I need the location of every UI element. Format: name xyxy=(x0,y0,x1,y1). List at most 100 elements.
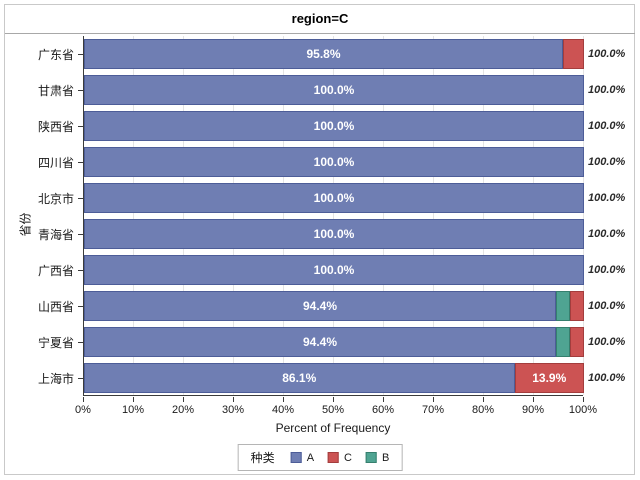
legend-item-label: B xyxy=(381,451,390,464)
y-category-text: 广东省 xyxy=(37,47,74,62)
bar-row: 86.1% 13.9% xyxy=(84,363,584,393)
bar-segment-C: 13.9% xyxy=(514,363,584,393)
total-labels: 100.0% 100.0% 100.0% 100.0% 100.0% 100.0% 100.… xyxy=(588,36,634,396)
x-tick-label: 20% xyxy=(171,404,195,416)
bar-segment-label: 100.0% xyxy=(313,155,355,169)
x-tick-label: 30% xyxy=(221,404,245,416)
bar-row: 94.4% xyxy=(84,327,584,357)
legend-item-B: B xyxy=(365,451,390,464)
y-category-text: 陕西省 xyxy=(37,119,74,134)
bar-segment-A: 94.4% xyxy=(84,291,556,321)
legend-swatch-B xyxy=(365,452,377,463)
bar-segment-A: 100.0% xyxy=(84,219,584,249)
x-tick-label: 90% xyxy=(521,404,545,416)
y-axis-tick xyxy=(78,377,83,379)
gridline xyxy=(133,36,134,395)
bar-segment-C xyxy=(570,291,584,321)
y-category-text: 四川省 xyxy=(37,155,74,170)
y-axis-tick xyxy=(78,125,83,127)
y-category-text: 上海市 xyxy=(37,371,74,386)
total-label: 100.0% xyxy=(588,120,626,132)
bar-row: 100.0% xyxy=(84,255,584,285)
y-axis-tick xyxy=(78,305,83,307)
y-category-label: 上海市 xyxy=(9,360,83,396)
bar-segment-label: 100.0% xyxy=(313,83,355,97)
gridline xyxy=(583,36,584,395)
y-category-label: 青海省 xyxy=(9,216,83,252)
x-axis-tick xyxy=(583,397,584,402)
y-category-text: 甘肃省 xyxy=(37,83,74,98)
legend-swatch-A xyxy=(290,452,302,463)
bar-segment-label: 95.8% xyxy=(306,47,341,61)
bar-segment-label: 86.1% xyxy=(282,371,317,385)
x-tick-label: 40% xyxy=(271,404,295,416)
x-tick-label: 10% xyxy=(121,404,145,416)
y-category-label: 广东省 xyxy=(9,36,83,72)
bar-segment-label: 100.0% xyxy=(313,227,355,241)
total-label: 100.0% xyxy=(588,336,626,348)
bar-row: 94.4% xyxy=(84,291,584,321)
x-axis-tick xyxy=(433,397,434,402)
x-axis-tick xyxy=(533,397,534,402)
gridline xyxy=(533,36,534,395)
bar-segment-A: 86.1% xyxy=(84,363,515,393)
legend-item-label: A xyxy=(306,451,315,464)
total-label: 100.0% xyxy=(588,48,626,60)
y-axis-tick xyxy=(78,233,83,235)
total-label: 100.0% xyxy=(588,192,626,204)
x-tick-label: 100% xyxy=(568,404,598,416)
y-category-label: 北京市 xyxy=(9,180,83,216)
y-axis-labels: 广东省甘肃省陕西省四川省北京市 青海省广西省山西省宁夏省上海市 xyxy=(9,36,83,396)
x-axis-tick xyxy=(483,397,484,402)
y-category-label: 广西省 xyxy=(9,252,83,288)
bar-segment-label: 100.0% xyxy=(313,119,355,133)
total-label: 100.0% xyxy=(588,156,626,168)
bar-row: 100.0% xyxy=(84,219,584,249)
y-category-label: 山西省 xyxy=(9,288,83,324)
y-category-label: 甘肃省 xyxy=(9,72,83,108)
y-category-label: 陕西省 xyxy=(9,108,83,144)
total-label: 100.0% xyxy=(588,372,626,384)
y-axis-tick xyxy=(78,197,83,199)
x-axis-tick xyxy=(383,397,384,402)
bar-row: 95.8% xyxy=(84,39,584,69)
bar-segment-C xyxy=(570,327,584,357)
x-axis-tick xyxy=(133,397,134,402)
chart-title: region=C xyxy=(291,11,349,26)
legend-item-A: A xyxy=(290,451,315,464)
bar-segment-A: 100.0% xyxy=(84,183,584,213)
x-tick-label: 0% xyxy=(75,404,91,416)
bar-segment-C xyxy=(563,39,584,69)
title-separator xyxy=(5,33,635,34)
y-category-label: 四川省 xyxy=(9,144,83,180)
total-label: 100.0% xyxy=(588,300,626,312)
y-axis-tick xyxy=(78,53,83,55)
x-axis-tick xyxy=(83,397,84,402)
gridline xyxy=(483,36,484,395)
gridline xyxy=(433,36,434,395)
x-axis-tick xyxy=(183,397,184,402)
legend-item-C: C xyxy=(328,452,352,464)
bar-segment-A: 95.8% xyxy=(84,39,563,69)
bar-segment-A: 100.0% xyxy=(84,75,584,105)
gridline xyxy=(233,36,234,395)
y-category-text: 广西省 xyxy=(37,263,74,278)
bar-row: 100.0% xyxy=(84,75,584,105)
x-tick-labels: 0% 10% 20% 30% 40% 50% 60% 70% 80% 90% 100% xyxy=(75,404,597,418)
total-label: 100.0% xyxy=(588,84,626,96)
bar-segment-label: 13.9% xyxy=(532,371,567,385)
x-tick-label: 80% xyxy=(471,404,495,416)
bar-row: 100.0% xyxy=(84,183,584,213)
bar-segment-B xyxy=(556,291,570,321)
y-category-label: 宁夏省 xyxy=(9,324,83,360)
x-tick-label: 60% xyxy=(371,404,395,416)
plot-area: 95.8% 100.0% 100.0% 100.0% 100.0% 100.0% 100.0… xyxy=(83,36,584,396)
bar-segment-B xyxy=(556,327,570,357)
y-category-text: 山西省 xyxy=(37,299,74,314)
gridline xyxy=(183,36,184,395)
gridline xyxy=(383,36,384,395)
x-axis-tick xyxy=(283,397,284,402)
y-axis-tick xyxy=(78,161,83,163)
